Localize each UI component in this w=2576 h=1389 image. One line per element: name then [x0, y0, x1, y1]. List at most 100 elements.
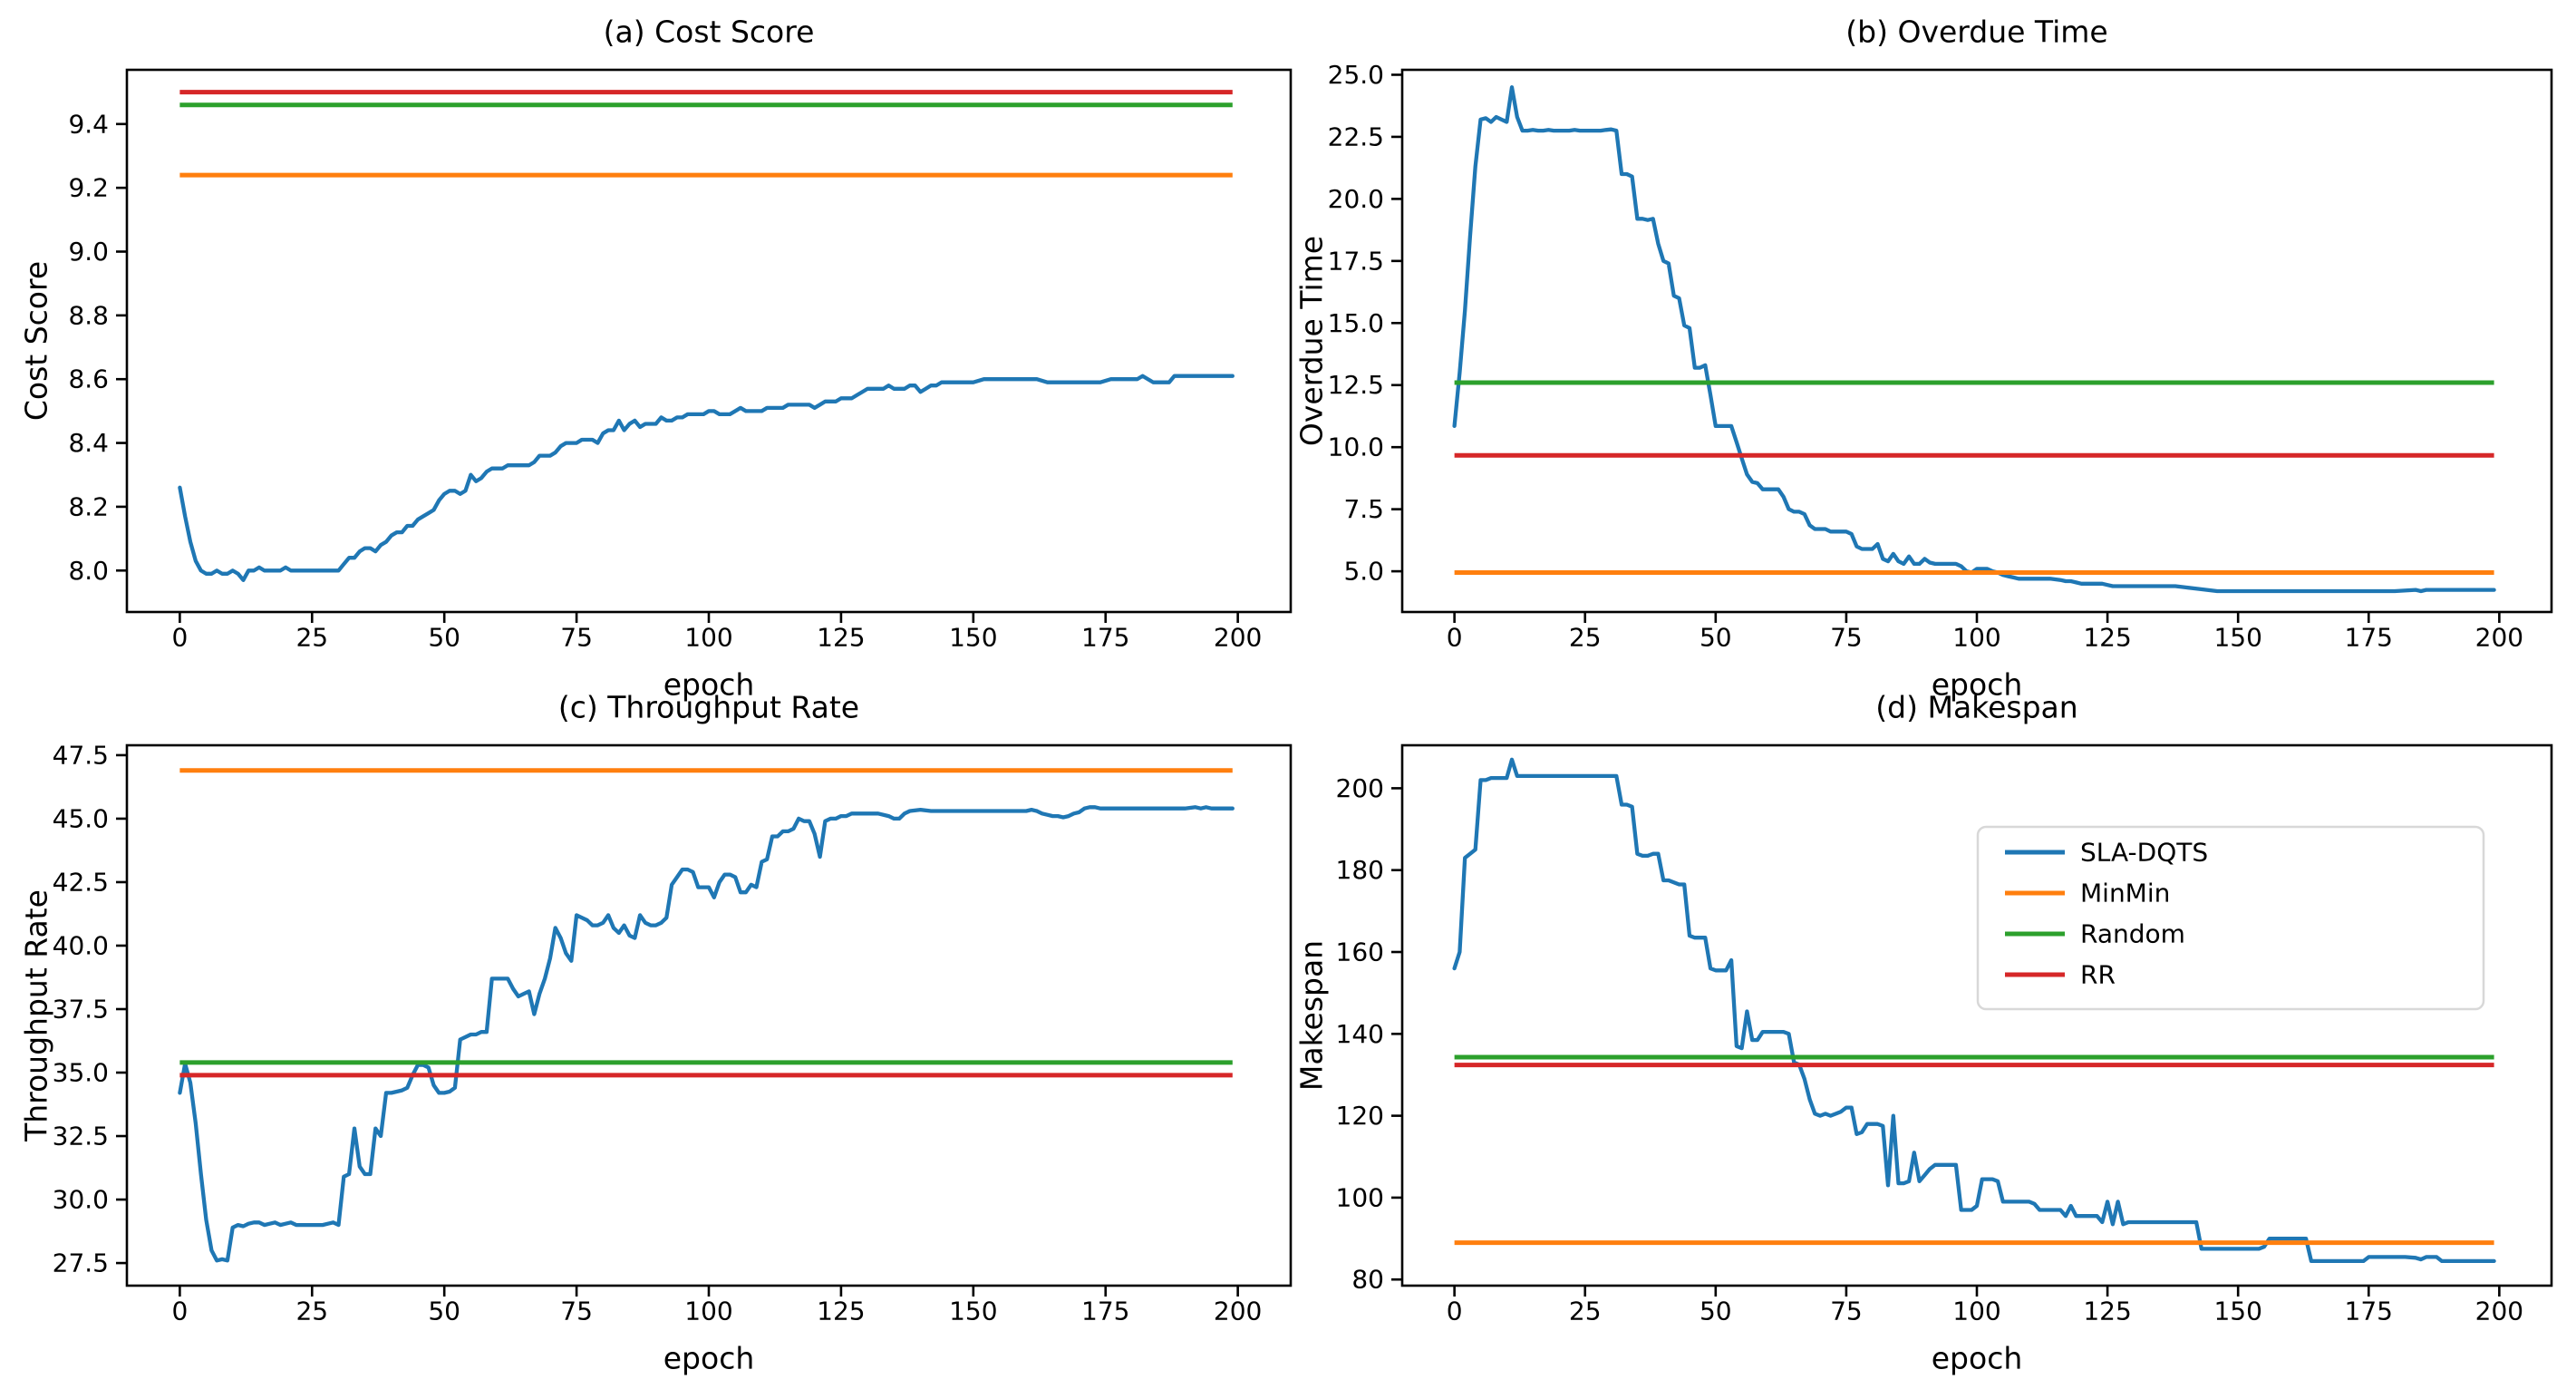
panel-d-x-tick-label: 0: [1447, 1297, 1463, 1326]
legend-label-random: Random: [2080, 919, 2185, 949]
legend-frame: [1976, 825, 2485, 1011]
panel-c-x-tick-label: 100: [684, 1297, 732, 1326]
panel-c-x-tick-label: 150: [949, 1297, 997, 1326]
panel-a-x-tick-label: 200: [1214, 623, 1262, 653]
panel-a-x-tick-label: 100: [684, 623, 732, 653]
legend-box: SLA-DQTS MinMin Random RR: [1976, 825, 2485, 1011]
panel-b-y-tick-label: 10.0: [1328, 432, 1384, 462]
panel-c-y-tick-label: 37.5: [53, 994, 109, 1024]
panel-d-y-tick-label: 80: [1351, 1265, 1384, 1295]
panel-c-y-tick-label: 35.0: [53, 1058, 109, 1088]
panel-a-y-tick-label: 8.8: [68, 300, 109, 330]
panel-c-x-tick-label: 0: [171, 1297, 188, 1326]
panel-d-x-tick-label: 125: [2083, 1297, 2131, 1326]
panel-c-y-tick-label: 30.0: [53, 1185, 109, 1215]
panel-a-x-tick-label: 75: [560, 623, 593, 653]
panel-d-title: (d) Makespan: [1875, 690, 2077, 725]
panel-c-sla-dqts-line: [178, 805, 1235, 1263]
panel-c-title: (c) Throughput Rate: [558, 690, 859, 725]
panel-b-plot-area: [1400, 68, 2553, 614]
panel-b-xlabel: epoch: [1932, 667, 2023, 703]
panel-a-ylabel: Cost Score: [19, 261, 54, 421]
panel-b-title: (b) Overdue Time: [1845, 15, 2107, 50]
panel-d-ylabel: Makespan: [1294, 940, 1330, 1091]
panel-b-x-tick-label: 200: [2475, 623, 2523, 653]
panel-a-x-tick-label: 50: [428, 623, 460, 653]
panel-a-y-tick-label: 8.4: [68, 428, 109, 458]
panel-a-x-tick-label: 0: [171, 623, 188, 653]
panel-b-y-tick-label: 12.5: [1328, 370, 1384, 400]
panel-a-y-tick-label: 9.2: [68, 173, 109, 203]
panel-c-y-tick-label: 40.0: [53, 930, 109, 960]
panel-c-x-tick-label: 200: [1214, 1297, 1262, 1326]
panel-d-y-tick-label: 200: [1336, 773, 1384, 803]
panel-c-x-tick-label: 125: [817, 1297, 865, 1326]
panel-a-xlabel: epoch: [663, 667, 755, 703]
panel-d-sla-dqts-line: [1452, 757, 2496, 1264]
legend-entry-minmin: MinMin: [2005, 879, 2170, 908]
panel-c-ylabel: Throughput Rate: [19, 889, 54, 1142]
legend-entry-random: Random: [2005, 919, 2185, 949]
panel-d-y-tick-label: 100: [1336, 1182, 1384, 1212]
panel-b-x-tick-label: 75: [1830, 623, 1863, 653]
panel-a-y-tick-label: 8.6: [68, 364, 109, 394]
panel-d-y-tick-label: 180: [1336, 855, 1384, 885]
panel-d-x-tick-label: 175: [2345, 1297, 2393, 1326]
panel-b-y-tick-label: 22.5: [1328, 121, 1384, 151]
legend-label-rr: RR: [2080, 960, 2116, 990]
legend-entry-sla-dqts: SLA-DQTS: [2005, 838, 2208, 868]
panel-b: (b) Overdue Time epoch Overdue Time 0 25 50 75…: [1294, 15, 2553, 703]
panel-c-y-tick-label: 42.5: [53, 867, 109, 897]
panel-a: (a) Cost Score epoch Cost Score 0 25 50 75 100 1…: [19, 15, 1293, 703]
panel-d-x-tick-label: 50: [1700, 1297, 1732, 1326]
panel-a-title: (a) Cost Score: [604, 15, 815, 50]
panel-b-x-tick-label: 25: [1569, 623, 1602, 653]
panel-c-plot-area: [125, 743, 1293, 1287]
panel-c-x-tick-label: 75: [560, 1297, 593, 1326]
panel-c-y-tick-label: 47.5: [53, 740, 109, 770]
panel-d-y-tick-label: 160: [1336, 937, 1384, 967]
legend-entry-rr: RR: [2005, 960, 2116, 990]
legend-label-minmin: MinMin: [2080, 879, 2170, 908]
panel-b-y-tick-label: 5.0: [1343, 557, 1384, 587]
panel-b-sla-dqts-line: [1452, 85, 2496, 594]
panel-d-x-tick-label: 150: [2213, 1297, 2261, 1326]
panel-a-x-tick-label: 125: [817, 623, 865, 653]
panel-c-x-tick-label: 175: [1081, 1297, 1129, 1326]
panel-c-x-tick-label: 25: [295, 1297, 328, 1326]
panel-a-y-tick-label: 8.2: [68, 491, 109, 521]
panel-b-x-tick-label: 100: [1952, 623, 2000, 653]
panel-b-x-tick-label: 150: [2213, 623, 2261, 653]
panel-c: (c) Throughput Rate epoch Throughput Rate 0…: [19, 690, 1293, 1376]
panel-c-xlabel: epoch: [663, 1341, 755, 1376]
panel-d-x-tick-label: 75: [1830, 1297, 1863, 1326]
panel-c-y-tick-label: 27.5: [53, 1248, 109, 1278]
panel-a-y-tick-label: 9.4: [68, 109, 109, 139]
panel-c-y-tick-label: 32.5: [53, 1122, 109, 1151]
panel-b-y-tick-label: 17.5: [1328, 246, 1384, 276]
panel-a-x-tick-label: 25: [295, 623, 328, 653]
panel-a-x-tick-label: 150: [949, 623, 997, 653]
panel-b-ylabel: Overdue Time: [1294, 236, 1330, 446]
panel-d-plot-area: [1400, 743, 2553, 1287]
panel-a-plot-area: [125, 68, 1293, 614]
panel-a-y-tick-label: 8.0: [68, 556, 109, 586]
panel-b-x-tick-label: 175: [2345, 623, 2393, 653]
legend-label-sla-dqts: SLA-DQTS: [2080, 838, 2208, 868]
panel-a-x-tick-label: 175: [1081, 623, 1129, 653]
panel-b-y-tick-label: 20.0: [1328, 184, 1384, 214]
panel-b-x-tick-label: 50: [1700, 623, 1732, 653]
panel-b-y-tick-label: 7.5: [1343, 494, 1384, 524]
panel-a-sla-dqts-line: [178, 374, 1235, 582]
panel-b-x-tick-label: 125: [2083, 623, 2131, 653]
panel-d: (d) Makespan epoch Makespan 0 25 50 75 100 125 15…: [1294, 690, 2553, 1376]
panel-a-y-tick-label: 9.0: [68, 237, 109, 267]
panel-c-y-tick-label: 45.0: [53, 803, 109, 833]
panel-d-x-tick-label: 200: [2475, 1297, 2523, 1326]
panel-b-y-tick-label: 15.0: [1328, 308, 1384, 338]
panel-d-y-tick-label: 120: [1336, 1101, 1384, 1131]
panel-d-y-tick-label: 140: [1336, 1019, 1384, 1049]
